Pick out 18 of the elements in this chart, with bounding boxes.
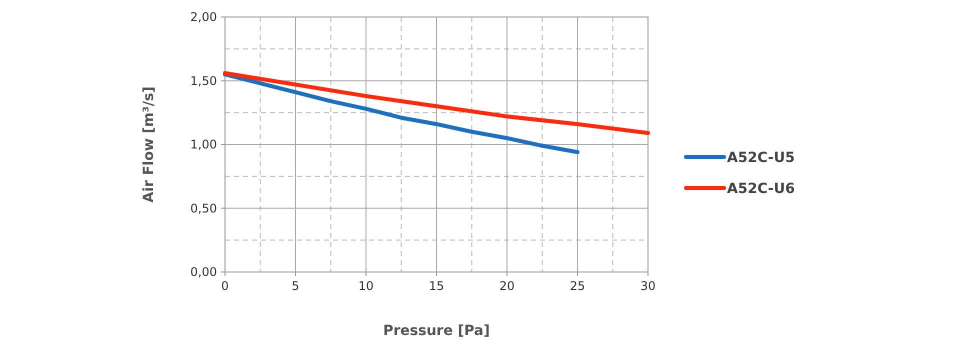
x-tick-label: 5 (292, 279, 300, 293)
line-series (223, 71, 650, 136)
x-tick-label: 15 (428, 279, 444, 293)
y-tick-label: 2,00 (190, 10, 217, 24)
x-tick-label: 30 (640, 279, 656, 293)
y-tick-label: 1,50 (190, 74, 217, 88)
y-axis-title: Air Flow [m³/s] (141, 86, 157, 203)
legend-label: A52C-U5 (727, 150, 795, 166)
x-tick-label: 20 (499, 279, 515, 293)
y-tick-label: 0,00 (190, 265, 217, 279)
x-tick-label: 25 (570, 279, 586, 293)
x-tick-label: 0 (221, 279, 229, 293)
y-tick-label: 1,00 (190, 138, 217, 152)
legend-label: A52C-U6 (727, 181, 795, 197)
x-tick-label: 10 (358, 279, 374, 293)
y-tick-label: 0,50 (190, 201, 217, 216)
x-axis-title: Pressure [Pa] (383, 323, 490, 339)
line-series (223, 72, 580, 154)
